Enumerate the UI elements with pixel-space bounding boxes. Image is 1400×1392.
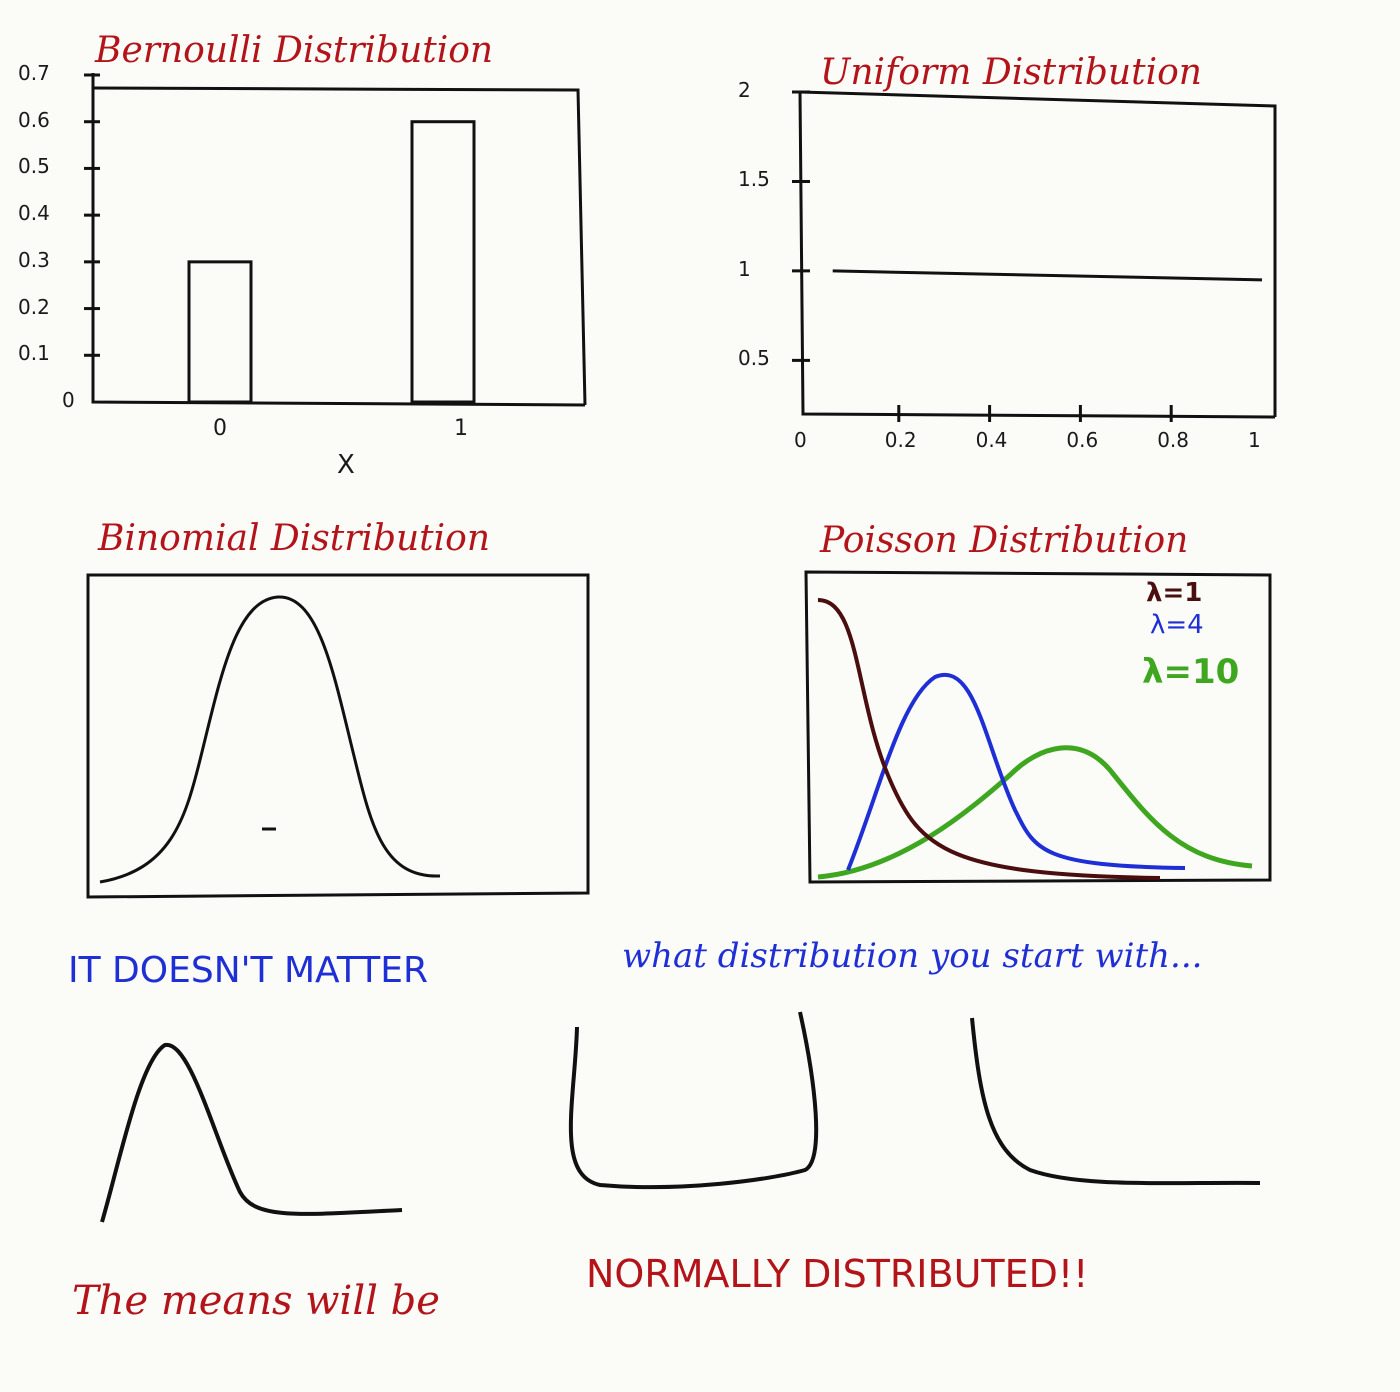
bernoulli-frame (91, 73, 587, 407)
bernoulli-y-tick-label: 0.6 (18, 107, 50, 132)
bernoulli-y-tick-label: 0.1 (18, 341, 50, 366)
uniform-x-tick-label: 0 (794, 428, 807, 452)
bernoulli-title: Bernoulli Distribution (95, 30, 494, 71)
poisson-legend-lambda10: λ=10 (1142, 652, 1240, 692)
bernoulli-chart (84, 73, 587, 407)
binomial-title: Binomial Distribution (98, 518, 491, 559)
bernoulli-y-ticks (84, 73, 100, 357)
message-continuation: what distribution you start with... (622, 936, 1203, 976)
uniform-x-tick-label: 0.4 (975, 428, 1008, 452)
uniform-x-tick-label: 0.2 (884, 428, 917, 452)
uniform-chart (792, 90, 1277, 422)
bernoulli-y-tick-label: 0 (62, 388, 75, 412)
binomial-bell-curve (99, 595, 441, 884)
u-shaped-shape (568, 1011, 819, 1190)
bernoulli-xlabel: X (337, 450, 355, 480)
bernoulli-xtick-0: 0 (213, 416, 227, 441)
bernoulli-y-tick-label: 0.3 (18, 247, 50, 272)
poisson-legend-lambda1: λ=1 (1146, 578, 1203, 608)
message-emphasis: IT DOESN'T MATTER (68, 950, 428, 991)
poisson-legend-lambda4: λ=4 (1150, 610, 1204, 640)
bernoulli-y-tick-label: 0.2 (18, 294, 50, 319)
uniform-title: Uniform Distribution (820, 52, 1202, 93)
bernoulli-xtick-1: 1 (454, 416, 468, 441)
poisson-curve-lambda10 (817, 745, 1253, 880)
poisson-curve-lambda1 (817, 598, 1161, 880)
poisson-chart (804, 570, 1272, 884)
poisson-curve-lambda4 (846, 672, 1186, 871)
bernoulli-y-tick-label: 0.4 (18, 201, 50, 226)
bernoulli-bar-0 (187, 260, 253, 404)
poisson-frame (804, 570, 1272, 884)
uniform-x-tick-label: 0.8 (1157, 428, 1189, 452)
binomial-frame (86, 573, 590, 899)
uniform-x-tick-label: 0.6 (1066, 428, 1099, 452)
bernoulli-y-tick-label: 0.5 (18, 154, 50, 179)
uniform-frame (798, 90, 1277, 419)
bernoulli-bars (187, 120, 476, 404)
conclusion-emphasis: NORMALLY DISTRIBUTED!! (586, 1252, 1089, 1296)
uniform-y-tick-label: 1.5 (738, 167, 770, 192)
skewed-shape (100, 1042, 403, 1223)
uniform-y-tick-label: 1 (738, 256, 751, 281)
uniform-x-ticks (897, 405, 1173, 422)
binomial-chart (86, 573, 590, 899)
bernoulli-bar-1 (410, 120, 476, 404)
conclusion-lead: The means will be (72, 1278, 440, 1324)
uniform-x-tick-label: 1 (1248, 428, 1261, 452)
bernoulli-y-tick-label: 0.7 (18, 61, 50, 85)
poisson-title: Poisson Distribution (820, 520, 1189, 561)
uniform-y-tick-label: 0.5 (738, 346, 770, 371)
uniform-y-ticks (792, 90, 810, 362)
exponential-shape (970, 1017, 1261, 1186)
uniform-y-tick-label: 2 (738, 78, 751, 102)
uniform-density-line (832, 269, 1263, 282)
